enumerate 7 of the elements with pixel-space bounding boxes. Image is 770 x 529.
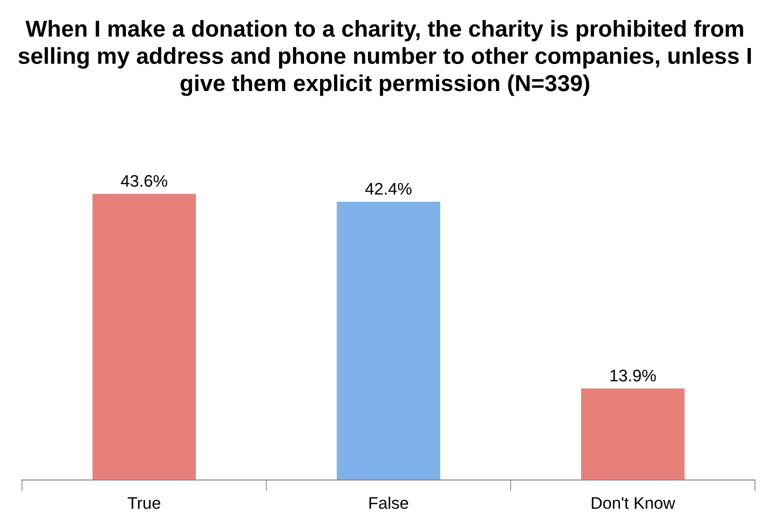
- x-tick-label: Don't Know: [592, 497, 676, 509]
- x-tick-label: True: [128, 497, 160, 509]
- data-label: 13.9%: [610, 370, 656, 382]
- data-label: 43.6%: [120, 175, 168, 187]
- x-tick-label: False: [369, 496, 408, 509]
- data-label: 42.4%: [365, 182, 412, 195]
- chart-title: When I make a donation to a charity, the charity is prohibited from selling my address and phone number to other companies, unless I give them explicit permission (N=339): [18, 20, 751, 96]
